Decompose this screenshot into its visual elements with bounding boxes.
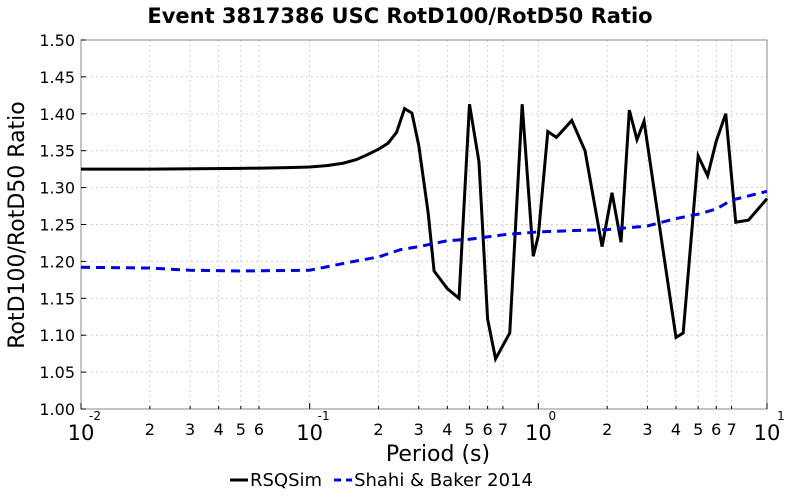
x-tick-base: 10: [525, 421, 552, 445]
x-tick-label-minor: 2: [602, 420, 612, 439]
x-axis-label: Period (s): [386, 442, 490, 467]
y-tick-label: 1.05: [39, 363, 75, 382]
x-tick-label-major: 10-2: [68, 409, 101, 445]
plot-frame: [80, 39, 768, 410]
series-line-shahi-baker-2014: [80, 189, 768, 273]
x-tick-base: 10: [68, 421, 95, 445]
chart-title: Event 3817386 USC RotD100/RotD50 Ratio: [147, 4, 652, 28]
y-tick-label: 1.20: [39, 252, 75, 271]
x-tick-exponent: -2: [89, 409, 101, 423]
y-tick-label: 1.40: [39, 105, 75, 124]
x-tick-label-major: 10-1: [296, 409, 329, 445]
x-tick-label-minor: 6: [254, 420, 264, 439]
x-tick-label-minor: 5: [693, 420, 703, 439]
x-tick-label-minor: 5: [464, 420, 474, 439]
y-tick-label: 1.30: [39, 179, 75, 198]
y-tick-label: 1.45: [39, 68, 75, 87]
x-tick-label-minor: 6: [711, 420, 721, 439]
plot-border: [80, 39, 768, 410]
legend-label-rsqsim: RSQSim: [250, 470, 322, 491]
x-tick-label-minor: 3: [642, 420, 652, 439]
grid-lines: [80, 39, 768, 410]
x-tick-exponent: -1: [318, 409, 330, 423]
x-tick-label-minor: 3: [185, 420, 195, 439]
y-tick-label: 1.15: [39, 289, 75, 308]
x-tick-label-minor: 7: [498, 420, 508, 439]
x-tick-label-minor: 2: [145, 420, 155, 439]
y-tick-label: 1.25: [39, 216, 75, 235]
x-tick-label-minor: 4: [214, 420, 224, 439]
x-tick-exponent: 0: [549, 409, 557, 423]
y-tick-label: 1.50: [39, 31, 75, 50]
x-tick-label-minor: 7: [726, 420, 736, 439]
x-tick-base: 10: [296, 421, 323, 445]
y-tick-label: 1.35: [39, 142, 75, 161]
x-tick-exponent: 1: [777, 409, 785, 423]
x-tick-label-minor: 5: [236, 420, 246, 439]
y-axis-ticks: 1.00 1.05 1.10 1.15 1.20 1.25 1.30 1.35 1.40 1.45…: [39, 31, 86, 419]
y-tick-label: 1.00: [39, 400, 75, 419]
x-tick-base: 10: [754, 421, 781, 445]
x-tick-label-minor: 4: [442, 420, 452, 439]
x-tick-label-minor: 4: [671, 420, 681, 439]
y-tick-label: 1.10: [39, 326, 75, 345]
y-axis-label: RotD100/RotD50 Ratio: [5, 101, 30, 349]
series-line-rsqsim: [81, 103, 769, 364]
x-tick-label-minor: 2: [373, 420, 383, 439]
x-tick-label-major: 100: [525, 409, 556, 445]
x-tick-label-major: 101: [754, 409, 785, 445]
series-layer: [80, 103, 769, 364]
x-tick-label-minor: 3: [414, 420, 424, 439]
legend-label-shahi-baker-2014: Shahi & Baker 2014: [354, 470, 533, 491]
x-tick-label-minor: 6: [483, 420, 493, 439]
legend: RSQSim Shahi & Baker 2014: [230, 470, 533, 491]
